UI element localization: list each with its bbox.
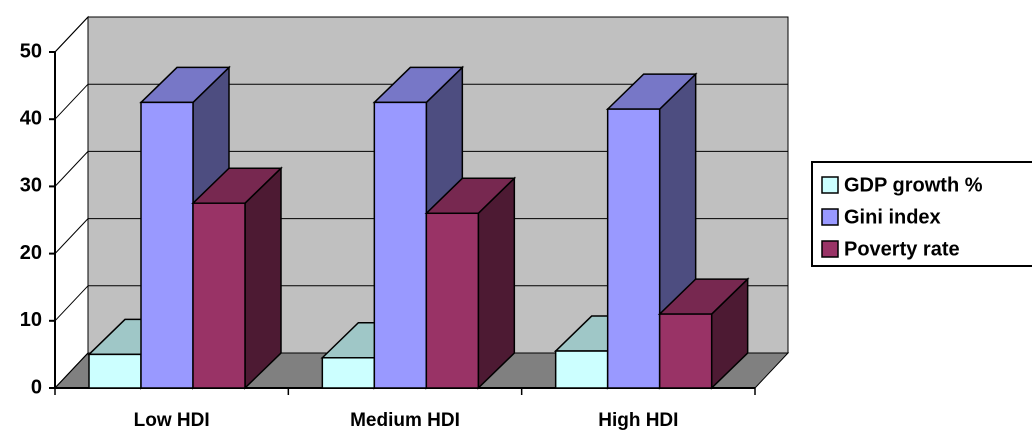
legend-swatch xyxy=(821,176,839,194)
y-tick-label: 50 xyxy=(20,40,42,62)
side-wall xyxy=(54,15,89,390)
legend-label: Gini index xyxy=(844,206,941,228)
bar xyxy=(657,277,750,390)
bar-front xyxy=(658,313,713,389)
side-grid-line xyxy=(54,16,89,53)
side-grid-line xyxy=(54,151,89,187)
y-tick-label: 0 xyxy=(31,376,42,398)
legend-label: GDP growth % xyxy=(844,174,983,196)
legend-box xyxy=(811,161,1032,267)
bar-front xyxy=(321,357,376,389)
bar-front xyxy=(140,101,194,389)
x-tick-label: Medium HDI xyxy=(350,410,460,431)
bars xyxy=(87,65,750,390)
bar-front xyxy=(192,202,246,389)
bar-side xyxy=(244,166,282,390)
legend-swatch xyxy=(821,208,839,226)
legend: GDP growth % Gini index Poverty rate xyxy=(811,161,1032,267)
y-tick-label: 20 xyxy=(20,242,42,264)
bar-side xyxy=(477,176,516,390)
legend-swatch xyxy=(821,240,839,258)
side-grid-line xyxy=(54,83,89,120)
bar xyxy=(424,176,517,390)
y-tick-label: 40 xyxy=(20,107,42,129)
y-tick-label: 10 xyxy=(20,309,42,331)
bar-front xyxy=(606,108,661,389)
bar-front xyxy=(425,212,480,389)
x-tick-label: High HDI xyxy=(598,410,678,431)
bar-front xyxy=(88,353,142,389)
bar xyxy=(191,166,283,390)
bar-front xyxy=(373,101,428,389)
side-grid-line xyxy=(54,218,89,254)
side-grid-line xyxy=(54,285,89,322)
legend-label: Poverty rate xyxy=(844,238,960,260)
x-tick-label: Low HDI xyxy=(134,410,210,431)
bar-front xyxy=(554,350,609,389)
side-grid-line xyxy=(54,352,89,389)
y-tick-label: 30 xyxy=(20,175,42,197)
